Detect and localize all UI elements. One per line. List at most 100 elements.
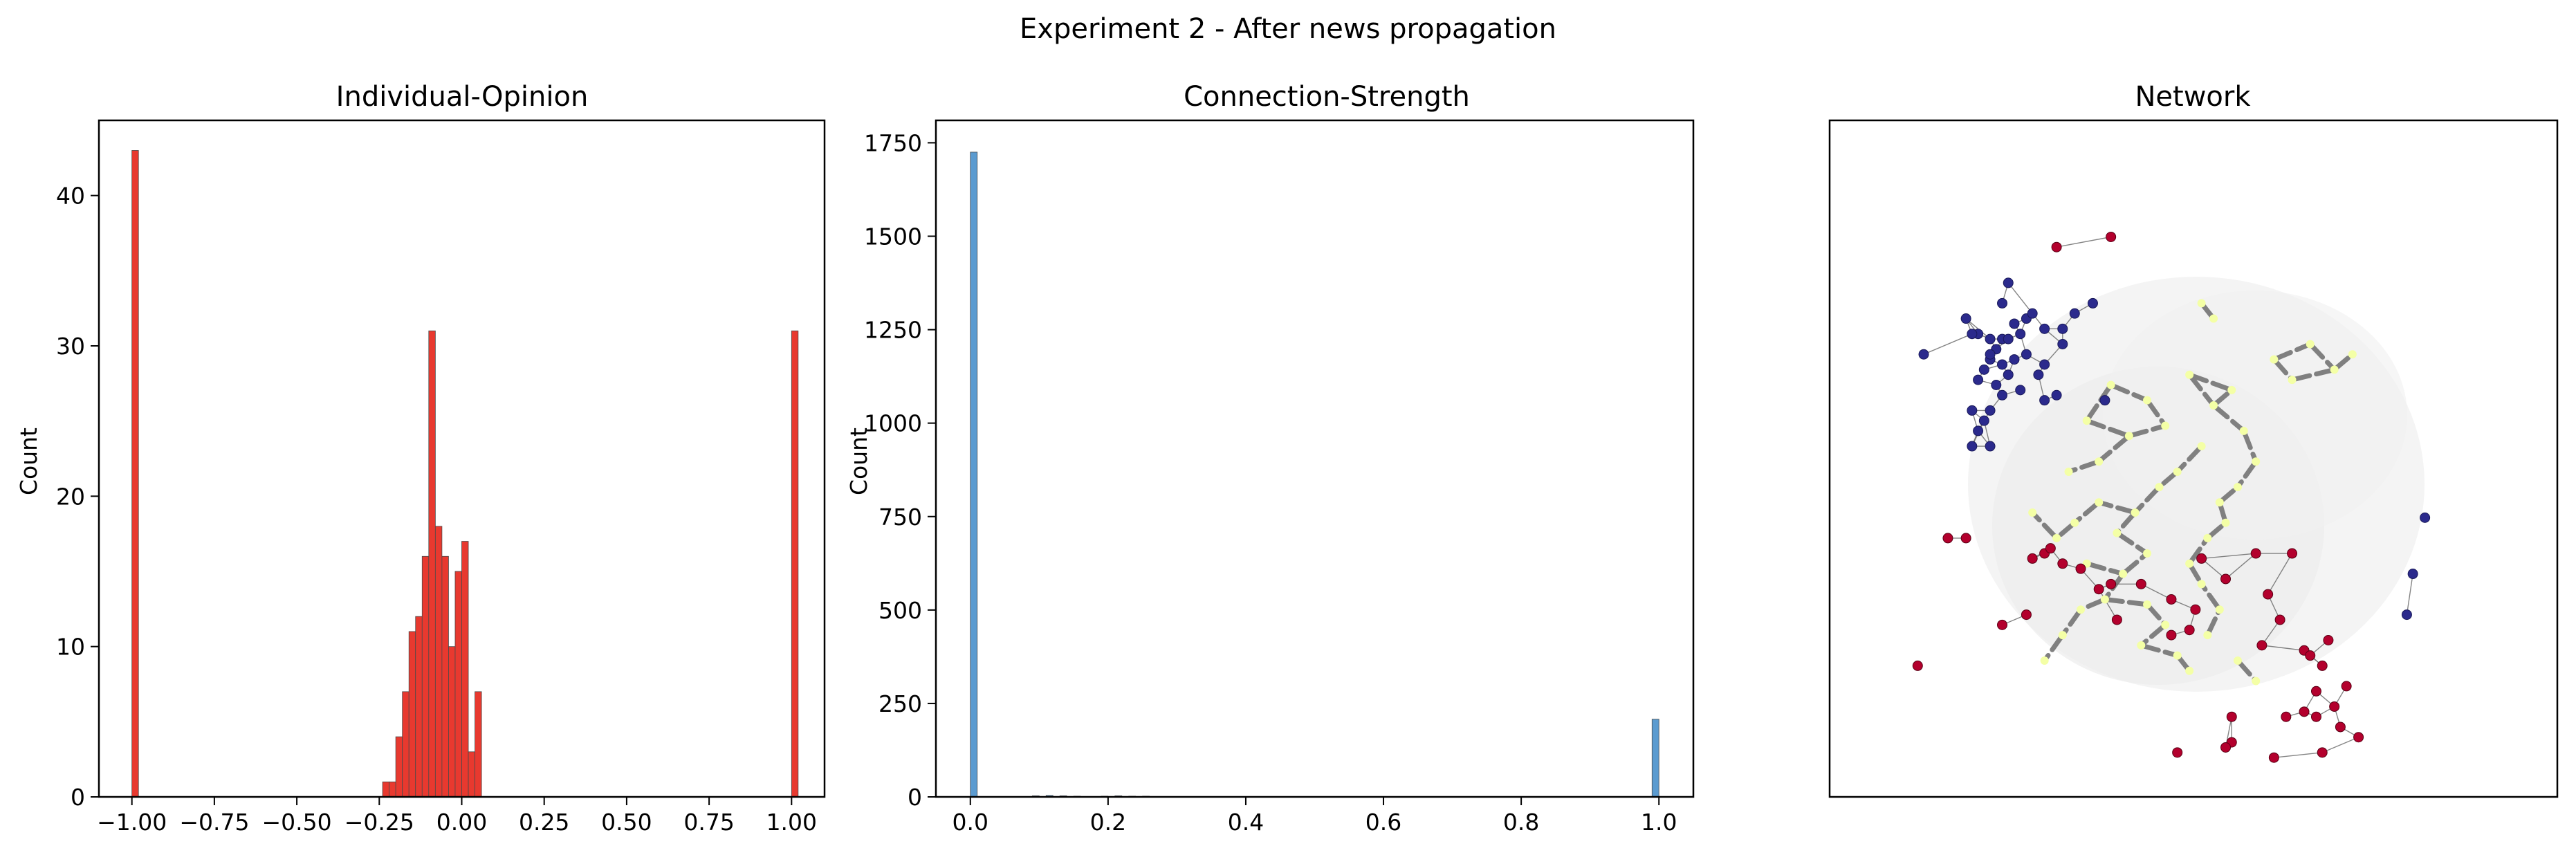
individual-opinion-title: Individual-Opinion <box>336 81 589 113</box>
negative-node <box>2057 323 2068 334</box>
neutral-node <box>2040 656 2049 665</box>
negative-node <box>2033 369 2044 380</box>
y-tick-label: 1000 <box>864 410 922 437</box>
positive-node <box>2263 589 2274 600</box>
neutral-node <box>2197 299 2206 308</box>
x-tick-label: −0.25 <box>344 809 414 836</box>
negative-node <box>1967 405 1978 416</box>
neutral-node <box>2185 370 2194 379</box>
positive-node <box>2106 231 2117 242</box>
negative-node <box>2051 389 2062 401</box>
negative-node <box>2009 318 2020 329</box>
positive-node <box>2057 558 2068 569</box>
connection-strength-histogram: Connection-Strength Count 0.0 0.2 0.4 0.6 0.… <box>845 81 1695 836</box>
x-tick-label: 0.2 <box>1090 809 1126 836</box>
weak-edge <box>2140 583 2172 600</box>
positive-node <box>2305 650 2316 661</box>
histogram-bar <box>468 751 475 798</box>
positive-node <box>2093 584 2104 595</box>
neutral-node <box>2203 631 2212 640</box>
neutral-node <box>2052 533 2061 542</box>
negative-node <box>1997 389 2008 401</box>
neutral-node <box>2070 518 2079 527</box>
histogram-bar <box>428 330 436 798</box>
neutral-node <box>2106 380 2115 389</box>
negative-node <box>2401 609 2412 620</box>
connection-strength-ticks: 0.0 0.2 0.4 0.6 0.8 1.0 0 250 500 750 1000 1250 1500… <box>864 129 1677 836</box>
x-tick-label: −0.75 <box>179 809 249 836</box>
neutral-node <box>2209 314 2218 323</box>
negative-node <box>1973 425 1984 436</box>
positive-node <box>1997 619 2008 630</box>
network-nodes <box>1912 231 2431 763</box>
neutral-node <box>2028 508 2037 517</box>
neutral-node <box>2161 620 2170 629</box>
x-tick-label: 1.0 <box>1641 809 1677 836</box>
strong-edge <box>2126 423 2168 439</box>
x-tick-label: 0.00 <box>436 809 487 836</box>
negative-node <box>1985 441 1996 452</box>
positive-node <box>2075 563 2086 574</box>
weak-edge <box>1923 333 1973 355</box>
x-tick-label: 0.4 <box>1228 809 1264 836</box>
neutral-node <box>2077 605 2086 614</box>
negative-node <box>1918 349 1929 360</box>
neutral-node <box>2143 549 2152 558</box>
neutral-node <box>2143 600 2152 609</box>
neutral-node <box>2143 396 2152 405</box>
positive-node <box>2287 548 2298 559</box>
negative-node <box>2039 323 2050 334</box>
individual-opinion-axes-frame <box>98 119 826 798</box>
negative-node <box>2039 395 2050 406</box>
strong-edge <box>2072 499 2101 526</box>
neutral-node <box>2215 498 2224 507</box>
strong-edge <box>2102 596 2150 607</box>
weak-edge <box>2201 553 2256 560</box>
network-background-cloud <box>1968 277 2425 692</box>
negative-node <box>2015 385 2026 396</box>
y-tick-label: 10 <box>56 634 85 661</box>
negative-node <box>1985 405 1996 416</box>
positive-node <box>2299 706 2310 717</box>
negative-node <box>1967 441 1978 452</box>
positive-node <box>2111 614 2122 625</box>
weak-edge <box>2225 553 2256 580</box>
neutral-node <box>2227 385 2236 394</box>
neutral-node <box>2058 631 2067 640</box>
weak-edge <box>2098 589 2117 620</box>
positive-node <box>2220 742 2232 753</box>
neutral-node <box>2209 401 2218 410</box>
strong-edge <box>2271 341 2313 362</box>
negative-node <box>1960 313 1971 324</box>
strong-edge <box>2114 531 2150 556</box>
positive-node <box>2323 635 2334 645</box>
strong-edge <box>2096 499 2138 515</box>
strong-edge <box>2084 418 2132 439</box>
negative-node <box>2009 354 2020 365</box>
histogram-bar <box>415 616 423 798</box>
negative-node <box>1978 415 1989 426</box>
negative-node <box>1997 297 2008 309</box>
strong-edge <box>2108 383 2150 403</box>
positive-node <box>2335 721 2346 733</box>
positive-node <box>2190 604 2201 615</box>
neutral-node <box>2100 595 2109 604</box>
neutral-node <box>2252 677 2261 686</box>
y-tick-label: 0 <box>71 784 85 811</box>
negative-node <box>2021 349 2032 360</box>
strong-edge <box>2235 658 2258 684</box>
strong-edge <box>2211 403 2247 434</box>
positive-node <box>2184 625 2195 636</box>
strong-edge <box>2138 643 2180 659</box>
negative-node <box>2057 338 2068 349</box>
x-tick-label: 0.6 <box>1365 809 1401 836</box>
strong-edge <box>2187 535 2210 567</box>
y-tick-label: 500 <box>878 597 922 624</box>
positive-node <box>2268 752 2279 763</box>
negative-node <box>2069 308 2080 319</box>
neutral-node <box>2288 376 2297 385</box>
weak-edge <box>2261 645 2305 651</box>
neutral-node <box>2113 528 2122 537</box>
negative-node <box>2003 333 2014 344</box>
y-tick-label: 1750 <box>864 129 922 156</box>
